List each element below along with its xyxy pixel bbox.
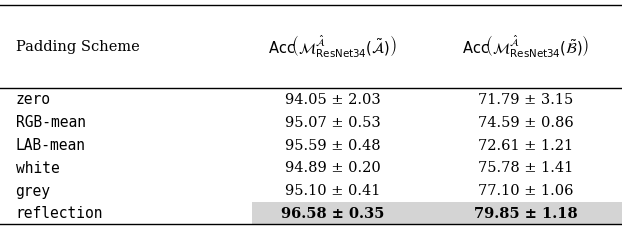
- Text: $\mathrm{Acc}\!\left(\mathcal{M}^{\hat{\mathcal{A}}}_{\mathrm{ResNet34}}(\tilde{: $\mathrm{Acc}\!\left(\mathcal{M}^{\hat{\…: [268, 33, 397, 60]
- Text: 75.78 ± 1.41: 75.78 ± 1.41: [478, 161, 573, 175]
- Text: 72.61 ± 1.21: 72.61 ± 1.21: [478, 138, 573, 152]
- Text: 94.05 ± 2.03: 94.05 ± 2.03: [285, 93, 381, 106]
- Text: 95.59 ± 0.48: 95.59 ± 0.48: [285, 138, 381, 152]
- Text: grey: grey: [16, 183, 50, 198]
- Text: zero: zero: [16, 92, 50, 107]
- Text: 95.07 ± 0.53: 95.07 ± 0.53: [285, 115, 381, 129]
- Text: RGB-mean: RGB-mean: [16, 115, 86, 130]
- Text: Padding Scheme: Padding Scheme: [16, 40, 139, 54]
- Text: white: white: [16, 160, 59, 175]
- Text: 71.79 ± 3.15: 71.79 ± 3.15: [478, 93, 573, 106]
- Text: 94.89 ± 0.20: 94.89 ± 0.20: [285, 161, 381, 175]
- FancyBboxPatch shape: [252, 202, 622, 224]
- Text: 77.10 ± 1.06: 77.10 ± 1.06: [478, 183, 573, 197]
- Text: reflection: reflection: [16, 206, 103, 221]
- Text: $\mathrm{Acc}\!\left(\mathcal{M}^{\hat{\mathcal{A}}}_{\mathrm{ResNet34}}(\tilde{: $\mathrm{Acc}\!\left(\mathcal{M}^{\hat{\…: [462, 33, 589, 60]
- Text: 79.85 ± 1.18: 79.85 ± 1.18: [474, 206, 577, 220]
- Text: LAB-mean: LAB-mean: [16, 137, 86, 153]
- Text: 95.10 ± 0.41: 95.10 ± 0.41: [285, 183, 381, 197]
- Text: 74.59 ± 0.86: 74.59 ± 0.86: [478, 115, 573, 129]
- Text: 96.58 ± 0.35: 96.58 ± 0.35: [281, 206, 384, 220]
